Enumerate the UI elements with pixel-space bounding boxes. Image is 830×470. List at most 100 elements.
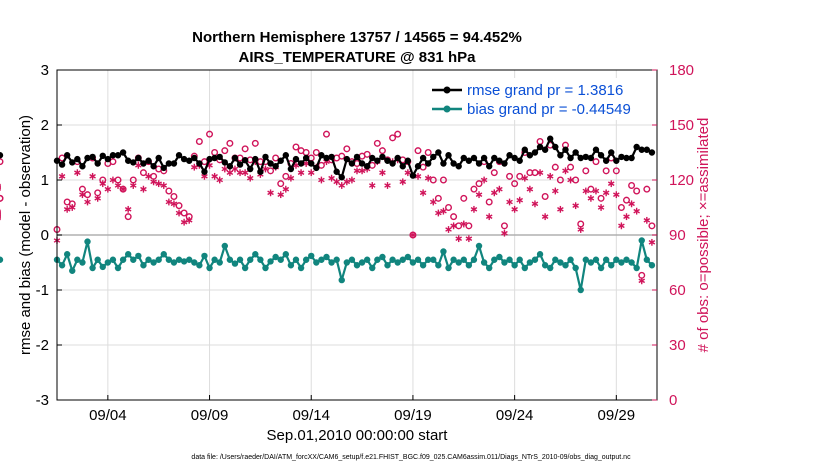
bias-point	[277, 256, 284, 263]
bias-point	[58, 262, 66, 269]
rmse-point	[58, 161, 66, 168]
rmse-point	[69, 159, 76, 166]
rmse-point	[201, 168, 208, 175]
rmse-point	[424, 160, 432, 167]
bias-point	[69, 267, 76, 274]
bias-point	[236, 256, 244, 263]
obs-assimilated-point	[526, 185, 534, 193]
rmse-point	[328, 153, 335, 161]
rmse-point	[191, 154, 198, 162]
obs-assimilated-point	[435, 209, 442, 217]
bias-point	[572, 264, 579, 272]
rmse-point	[521, 146, 528, 153]
bias-point	[424, 256, 432, 263]
obs-assimilated-point	[552, 187, 559, 195]
bias-point	[470, 256, 478, 263]
bias-point	[221, 242, 228, 250]
bias-point	[287, 262, 295, 269]
rmse-point	[109, 152, 117, 159]
bias-point	[557, 259, 564, 266]
y-right-tick-label: 60	[669, 282, 686, 299]
rmse-point	[633, 143, 640, 151]
bias-point	[155, 256, 162, 263]
obs-possible-point	[0, 158, 4, 166]
rmse-point	[455, 163, 462, 170]
obs-assimilated-point	[567, 176, 574, 184]
x-tick-label: 09/09	[191, 407, 229, 424]
y-left-tick-label: 2	[41, 117, 49, 134]
bias-point	[389, 256, 396, 263]
x-tick-label: 09/24	[496, 407, 534, 424]
bias-point	[582, 256, 590, 263]
bias-point	[186, 256, 193, 263]
rmse-point	[99, 152, 106, 159]
bias-point	[521, 264, 528, 272]
x-tick-label: 09/04	[89, 407, 127, 424]
bias-point	[358, 259, 366, 266]
rmse-point	[597, 152, 605, 159]
rmse-point	[262, 153, 269, 161]
rmse-point	[180, 155, 188, 163]
bias-point	[602, 256, 610, 263]
obs-possible-point	[180, 209, 188, 217]
bias-point	[84, 238, 91, 245]
obs-possible-point	[272, 154, 280, 162]
rmse-point	[526, 152, 534, 159]
rmse-point	[643, 146, 651, 153]
bias-point	[140, 262, 147, 269]
bias-point	[211, 256, 218, 263]
bias-point	[445, 264, 452, 272]
rmse-point	[536, 143, 544, 151]
rmse-point	[170, 160, 178, 167]
bias-point	[338, 276, 345, 284]
obs-possible-point	[373, 139, 381, 147]
obs-assimilated-point	[384, 182, 391, 189]
bias-point	[180, 258, 188, 265]
obs-assimilated-point	[429, 198, 437, 206]
bias-point	[643, 256, 651, 263]
obs-possible-point	[414, 147, 422, 155]
rmse-point	[252, 155, 259, 163]
rmse-point	[628, 154, 635, 162]
bias-point	[536, 251, 544, 258]
bias-point	[196, 262, 203, 269]
obs-assimilated-point	[455, 235, 462, 243]
obs-assimilated-point	[277, 191, 285, 199]
chart-title: Northern Hemisphere 13757 / 14565 = 94.4…	[192, 29, 522, 46]
obs-possible-point	[556, 176, 564, 184]
obs-assimilated-point	[572, 202, 579, 210]
obs-assimilated-point	[150, 178, 157, 186]
bias-point	[94, 256, 101, 263]
rmse-point	[63, 152, 71, 159]
rmse-point	[460, 154, 467, 162]
bias-point	[374, 256, 381, 263]
obs-assimilated-point	[511, 205, 518, 213]
rmse-point	[516, 157, 523, 164]
rmse-point	[394, 154, 401, 162]
bias-point	[216, 259, 223, 266]
rmse-point	[155, 154, 162, 162]
rmse-point	[318, 152, 325, 159]
rmse-point	[292, 155, 300, 163]
bias-point	[343, 259, 351, 266]
obs-assimilated-point	[84, 198, 91, 206]
obs-assimilated-point	[460, 220, 468, 228]
legend-box	[425, 78, 647, 120]
obs-assimilated-point	[328, 174, 335, 182]
rmse-point	[211, 154, 218, 162]
obs-assimilated-point	[282, 185, 290, 193]
legend-rmse-marker	[443, 86, 451, 94]
bias-point	[419, 262, 427, 269]
obs-possible-point	[511, 180, 519, 188]
obs-possible-point	[470, 185, 478, 193]
bias-point	[114, 264, 122, 272]
rmse-point	[282, 152, 290, 159]
obs-possible-point	[439, 176, 447, 184]
obs-assimilated-point	[119, 185, 127, 193]
obs-possible-point	[506, 172, 514, 180]
bias-point	[623, 256, 630, 263]
obs-possible-point	[251, 139, 259, 147]
rmse-point	[450, 160, 457, 167]
rmse-point	[638, 146, 645, 153]
rmse-point	[94, 160, 101, 167]
